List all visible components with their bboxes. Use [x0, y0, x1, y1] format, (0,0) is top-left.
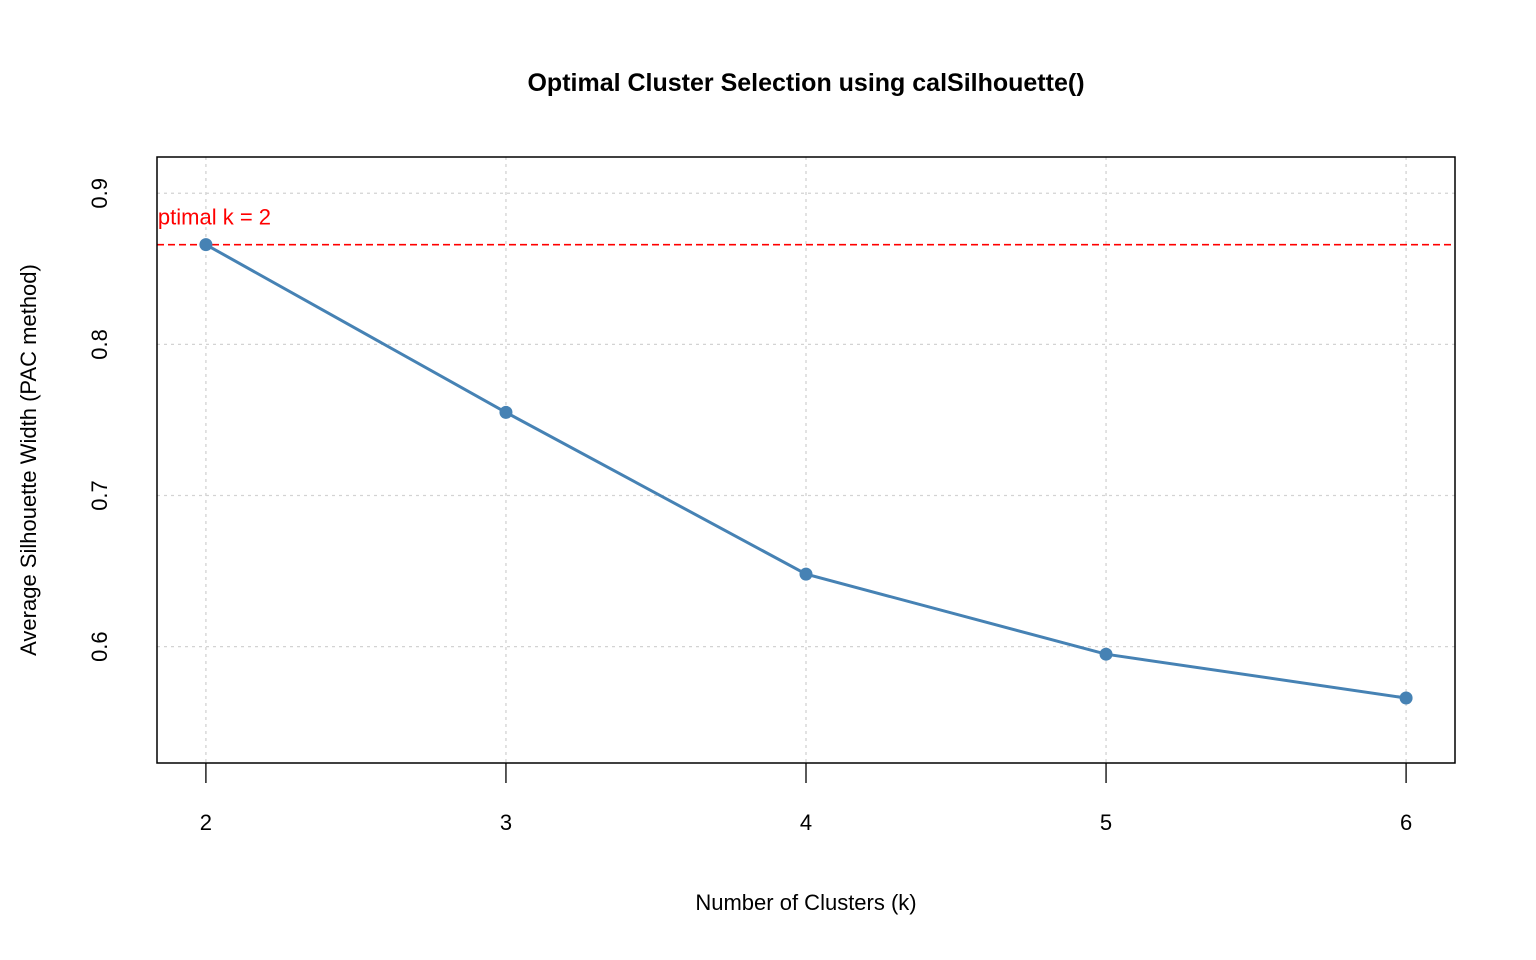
x-tick-label: 2 [200, 810, 212, 835]
reference-line-group: Optimal k = 2 [141, 205, 1455, 246]
optimal-k-annotation: Optimal k = 2 [141, 205, 271, 230]
y-tick-label: 0.7 [87, 480, 112, 511]
y-tick-label: 0.8 [87, 329, 112, 360]
x-tick-label: 4 [800, 810, 812, 835]
data-point [1399, 691, 1413, 705]
x-tick-label: 6 [1400, 810, 1412, 835]
data-point [1099, 647, 1113, 661]
y-tick-label: 0.6 [87, 631, 112, 662]
data-point [499, 405, 513, 419]
grid [157, 157, 1455, 763]
data-point [799, 567, 813, 581]
x-tick-label: 5 [1100, 810, 1112, 835]
x-axis-label: Number of Clusters (k) [695, 890, 916, 915]
y-tick-label: 0.9 [87, 178, 112, 209]
chart-title: Optimal Cluster Selection using calSilho… [527, 69, 1084, 97]
series-group [199, 238, 1413, 705]
y-axis-label: Average Silhouette Width (PAC method) [16, 264, 41, 656]
axes: 2 3 4 5 6 0.6 0.7 0.8 0.9 [87, 178, 1412, 835]
x-tick-label: 3 [500, 810, 512, 835]
data-point [199, 238, 213, 252]
